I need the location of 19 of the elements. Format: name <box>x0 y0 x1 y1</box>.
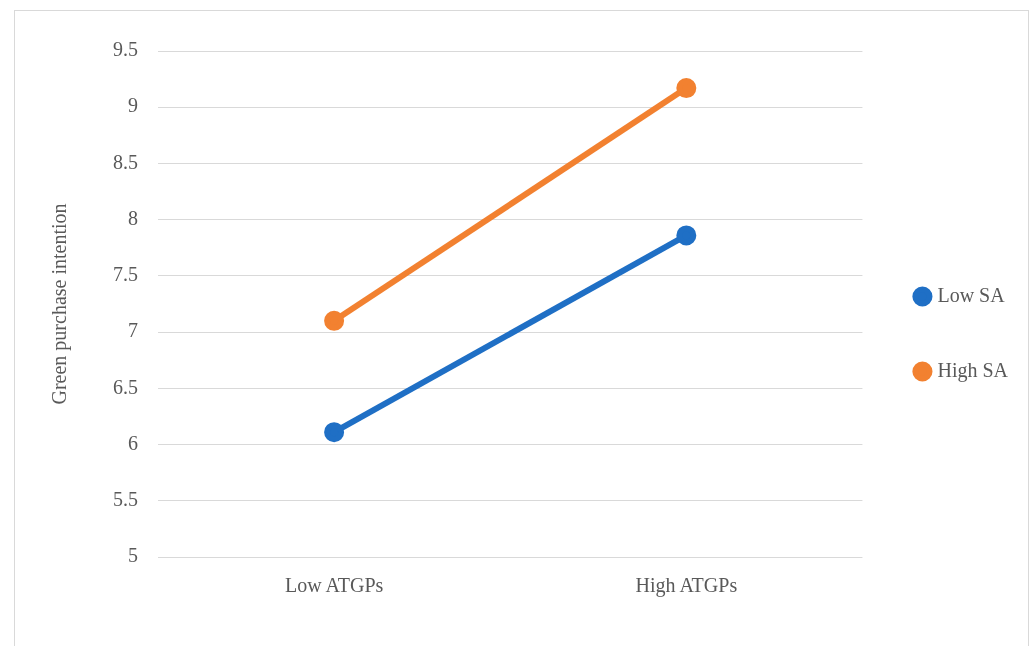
x-tick-label: Low ATGPs <box>284 574 384 597</box>
y-tick-label: 8 <box>128 206 138 229</box>
point <box>324 310 345 331</box>
y-tick-label: 7.5 <box>113 263 138 286</box>
point <box>324 422 345 443</box>
legend-label: Low SA <box>937 283 1006 306</box>
y-tick-label: 5.5 <box>113 488 138 511</box>
point <box>676 225 697 246</box>
y-tick-label: 5 <box>128 544 138 567</box>
legend-label: High SA <box>937 358 1009 382</box>
y-tick-label: 8.5 <box>113 150 138 173</box>
y-tick-label: 7 <box>128 319 138 342</box>
y-tick-label: 9 <box>128 94 138 117</box>
point <box>676 78 697 99</box>
y-tick-label: 9.5 <box>113 38 138 61</box>
y-axis-title: Green purchase intention <box>48 203 72 405</box>
x-tick-label: High ATGPs <box>635 574 738 598</box>
y-tick-label: 6.5 <box>113 375 138 398</box>
y-tick-label: 6 <box>128 431 138 454</box>
